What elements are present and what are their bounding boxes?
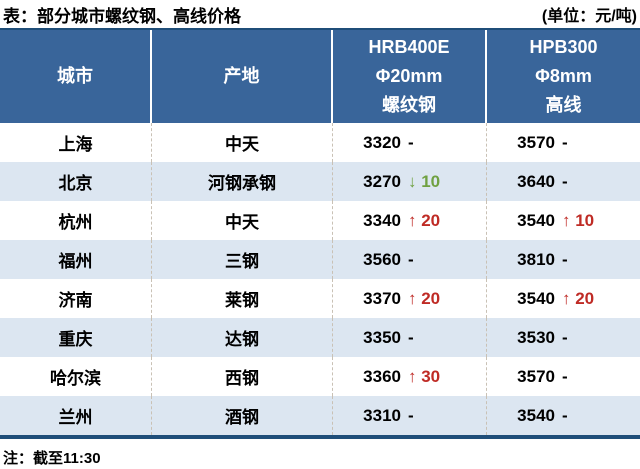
wire-change: - bbox=[562, 327, 568, 347]
wire-price-cell: 3810 - bbox=[487, 240, 640, 279]
rebar-price-cell: 3350 - bbox=[333, 318, 487, 357]
wire-price: 3540 bbox=[517, 210, 555, 230]
rebar-price-cell: 3360 ↑ 30 bbox=[333, 357, 487, 396]
header-rebar: HRB400E Φ20mm 螺纹钢 bbox=[333, 30, 487, 123]
rebar-price-cell: 3310 - bbox=[333, 396, 487, 435]
rebar-change: ↑ 20 bbox=[408, 288, 441, 308]
wire-price: 3530 bbox=[517, 327, 555, 347]
wire-price: 3570 bbox=[517, 132, 555, 152]
origin-cell: 三钢 bbox=[152, 240, 333, 279]
wire-price-cell: 3530 - bbox=[487, 318, 640, 357]
rebar-price: 3340 bbox=[363, 210, 401, 230]
city-cell: 上海 bbox=[0, 123, 152, 162]
rebar-price-cell: 3320 - bbox=[333, 123, 487, 162]
wire-price-cell: 3570 - bbox=[487, 357, 640, 396]
origin-cell: 莱钢 bbox=[152, 279, 333, 318]
wire-price: 3640 bbox=[517, 171, 555, 191]
rebar-price: 3270 bbox=[363, 171, 401, 191]
price-table: 城市 产地 HRB400E Φ20mm 螺纹钢 HPB300 Φ8mm 高线 上… bbox=[0, 28, 640, 439]
wire-price: 3540 bbox=[517, 288, 555, 308]
unit-label: (单位：元/吨) bbox=[541, 8, 637, 25]
rebar-price: 3310 bbox=[363, 405, 401, 425]
city-cell: 杭州 bbox=[0, 201, 152, 240]
rebar-price: 3560 bbox=[363, 249, 401, 269]
header-city: 城市 bbox=[0, 30, 152, 123]
table-row: 北京 河钢承钢 3270 ↓ 10 3640 - bbox=[0, 162, 640, 201]
rebar-price: 3350 bbox=[363, 327, 401, 347]
wire-price: 3570 bbox=[517, 366, 555, 386]
header-rebar-grade: HRB400E bbox=[368, 37, 450, 57]
wire-change: - bbox=[562, 405, 568, 425]
rebar-price: 3370 bbox=[363, 288, 401, 308]
wire-change: ↑ 20 bbox=[562, 288, 595, 308]
wire-change: ↑ 10 bbox=[562, 210, 595, 230]
table-row: 上海 中天 3320 - 3570 - bbox=[0, 123, 640, 162]
city-cell: 重庆 bbox=[0, 318, 152, 357]
rebar-price-cell: 3340 ↑ 20 bbox=[333, 201, 487, 240]
table-row: 济南 莱钢 3370 ↑ 20 3540 ↑ 20 bbox=[0, 279, 640, 318]
wire-price-cell: 3570 - bbox=[487, 123, 640, 162]
header-wire-product: 高线 bbox=[545, 95, 582, 115]
title-bar: 表：部分城市螺纹钢、高线价格 (单位：元/吨) bbox=[0, 0, 640, 28]
wire-change: - bbox=[562, 132, 568, 152]
header-wire-diameter: Φ8mm bbox=[535, 66, 592, 86]
table-row: 福州 三钢 3560 - 3810 - bbox=[0, 240, 640, 279]
rebar-change: ↑ 30 bbox=[408, 366, 441, 386]
rebar-price-cell: 3370 ↑ 20 bbox=[333, 279, 487, 318]
city-cell: 济南 bbox=[0, 279, 152, 318]
wire-price: 3810 bbox=[517, 249, 555, 269]
header-origin: 产地 bbox=[152, 30, 333, 123]
rebar-change: - bbox=[408, 132, 414, 152]
rebar-change: - bbox=[408, 405, 414, 425]
table-row: 兰州 酒钢 3310 - 3540 - bbox=[0, 396, 640, 435]
rebar-price: 3360 bbox=[363, 366, 401, 386]
header-wire: HPB300 Φ8mm 高线 bbox=[487, 30, 640, 123]
header-rebar-diameter: Φ20mm bbox=[375, 66, 443, 86]
origin-cell: 河钢承钢 bbox=[152, 162, 333, 201]
table-header-row: 城市 产地 HRB400E Φ20mm 螺纹钢 HPB300 Φ8mm 高线 bbox=[0, 30, 640, 123]
wire-price-cell: 3540 ↑ 20 bbox=[487, 279, 640, 318]
footnote: 注：截至11:30 bbox=[3, 450, 101, 467]
rebar-price-cell: 3560 - bbox=[333, 240, 487, 279]
rebar-price-cell: 3270 ↓ 10 bbox=[333, 162, 487, 201]
wire-price-cell: 3540 - bbox=[487, 396, 640, 435]
city-cell: 福州 bbox=[0, 240, 152, 279]
rebar-price: 3320 bbox=[363, 132, 401, 152]
page-title: 表：部分城市螺纹钢、高线价格 bbox=[3, 6, 241, 26]
origin-cell: 达钢 bbox=[152, 318, 333, 357]
table-row: 重庆 达钢 3350 - 3530 - bbox=[0, 318, 640, 357]
header-rebar-product: 螺纹钢 bbox=[382, 95, 436, 115]
table-row: 哈尔滨 西钢 3360 ↑ 30 3570 - bbox=[0, 357, 640, 396]
wire-change: - bbox=[562, 366, 568, 386]
table-body: 上海 中天 3320 - 3570 - 北京 河钢承钢 3270 ↓ 10 bbox=[0, 123, 640, 435]
rebar-change: - bbox=[408, 327, 414, 347]
city-cell: 兰州 bbox=[0, 396, 152, 435]
table-row: 杭州 中天 3340 ↑ 20 3540 ↑ 10 bbox=[0, 201, 640, 240]
wire-change: - bbox=[562, 249, 568, 269]
city-cell: 北京 bbox=[0, 162, 152, 201]
rebar-change: ↑ 20 bbox=[408, 210, 441, 230]
wire-change: - bbox=[562, 171, 568, 191]
city-cell: 哈尔滨 bbox=[0, 357, 152, 396]
origin-cell: 酒钢 bbox=[152, 396, 333, 435]
origin-cell: 中天 bbox=[152, 201, 333, 240]
origin-cell: 中天 bbox=[152, 123, 333, 162]
header-wire-grade: HPB300 bbox=[529, 37, 598, 57]
wire-price: 3540 bbox=[517, 405, 555, 425]
wire-price-cell: 3540 ↑ 10 bbox=[487, 201, 640, 240]
rebar-change: - bbox=[408, 249, 414, 269]
origin-cell: 西钢 bbox=[152, 357, 333, 396]
wire-price-cell: 3640 - bbox=[487, 162, 640, 201]
rebar-change: ↓ 10 bbox=[408, 171, 441, 191]
